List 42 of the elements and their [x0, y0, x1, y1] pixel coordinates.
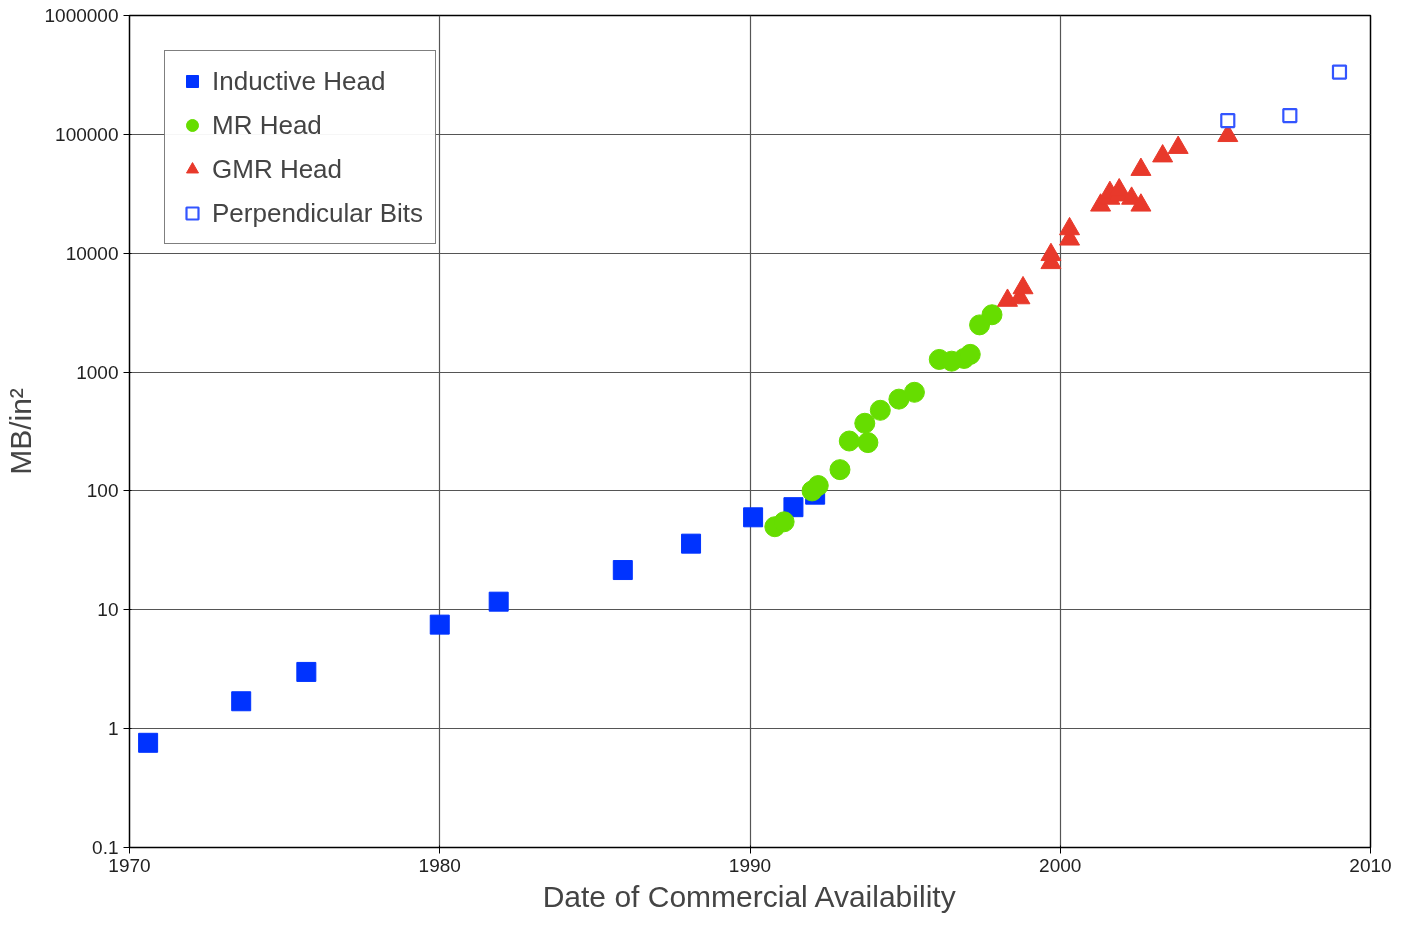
point	[296, 661, 317, 682]
legend-label: MR Head	[212, 108, 322, 142]
point	[743, 507, 764, 528]
point	[807, 475, 829, 497]
legend-label: Inductive Head	[212, 64, 386, 98]
point	[773, 511, 795, 533]
point	[959, 343, 981, 365]
point	[1152, 144, 1174, 163]
point	[854, 412, 876, 434]
point	[1130, 193, 1152, 212]
point	[231, 691, 252, 712]
x-tick-label: 2010	[1349, 854, 1392, 876]
point	[612, 560, 633, 581]
point	[429, 614, 450, 635]
y-axis-title: MB/in²	[3, 388, 37, 475]
point	[1167, 135, 1189, 154]
x-tick-label: 2000	[1039, 854, 1082, 876]
x-tick-label: 1990	[728, 854, 772, 876]
legend-label: GMR Head	[212, 152, 343, 186]
y-tick-label: 1000	[76, 361, 119, 383]
point	[681, 533, 702, 554]
point	[981, 304, 1003, 326]
point	[838, 430, 860, 452]
point	[888, 388, 910, 410]
point	[903, 381, 925, 403]
point	[829, 459, 851, 481]
y-tick-label: 100000	[55, 123, 119, 145]
point	[488, 591, 509, 612]
x-axis-title: Date of Commercial Availability	[542, 879, 956, 913]
point	[1059, 216, 1081, 236]
y-tick-label: 1000000	[44, 5, 119, 26]
point	[869, 399, 891, 421]
point	[1130, 157, 1152, 176]
point	[1012, 275, 1034, 295]
point	[1040, 242, 1062, 262]
y-tick-label: 1	[107, 718, 119, 740]
point	[857, 432, 879, 454]
y-tick-label: 100	[86, 480, 119, 502]
x-tick-label: 1980	[418, 854, 461, 876]
y-tick-label: 10	[97, 599, 119, 621]
y-tick-label: 10000	[65, 242, 119, 264]
legend-label: Perpendicular Bits	[212, 196, 423, 230]
